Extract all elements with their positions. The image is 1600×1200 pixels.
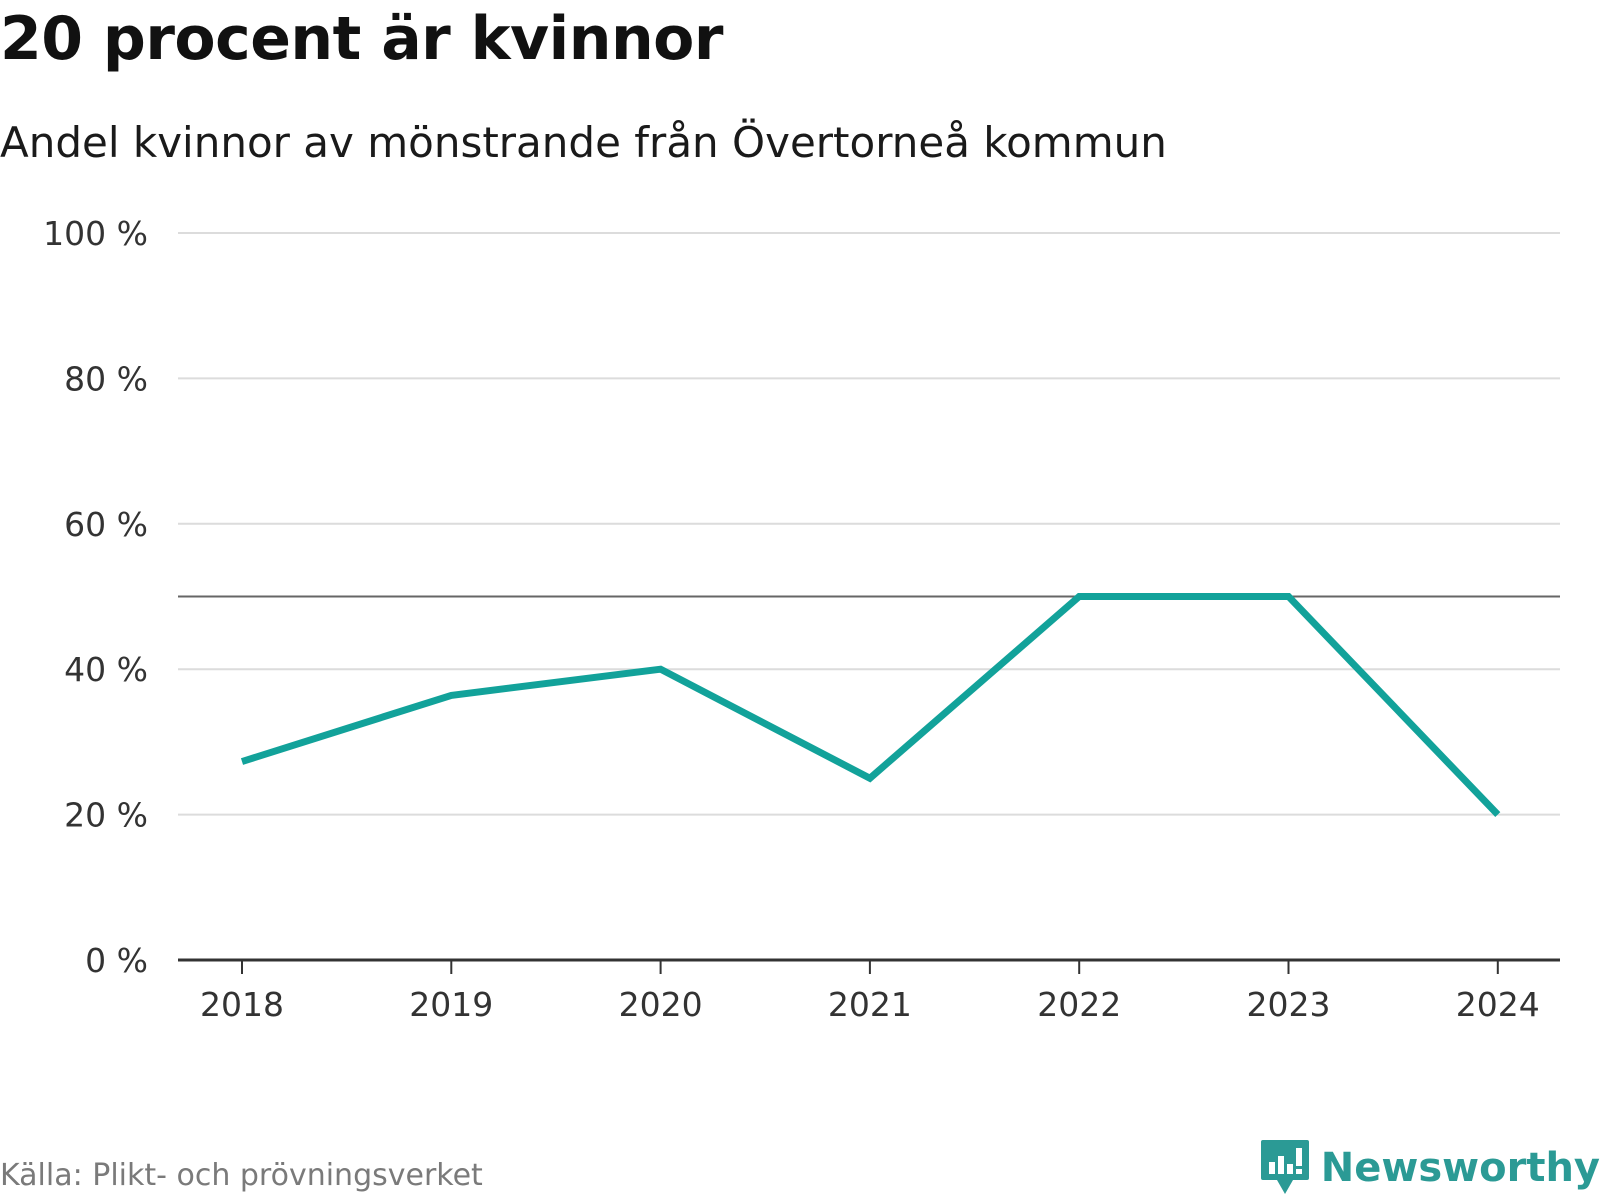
x-tick-label: 2019	[409, 985, 493, 1024]
chart-title: 20 procent är kvinnor	[0, 4, 723, 74]
brand-logo: Newsworthy	[1259, 1138, 1600, 1198]
x-tick-label: 2018	[200, 985, 284, 1024]
y-tick-label: 80 %	[64, 359, 148, 398]
series-group	[240, 593, 1501, 818]
axes	[178, 958, 1560, 974]
brand-name: Newsworthy	[1320, 1145, 1600, 1191]
line-chart: 0 % 20 % 40 % 60 % 80 % 100 % 2018 2019 2020 2021…	[43, 214, 1560, 1024]
y-tick-label: 40 %	[64, 650, 148, 689]
y-tick-label: 20 %	[64, 796, 148, 835]
x-tick-label: 2021	[828, 985, 912, 1024]
y-tick-label: 0 %	[85, 941, 148, 980]
x-tick-label: 2024	[1456, 985, 1540, 1024]
x-tick-label: 2023	[1247, 985, 1331, 1024]
source-note: Källa: Plikt- och prövningsverket	[0, 1158, 483, 1193]
newsworthy-chart-bubble-icon	[1260, 1140, 1309, 1194]
y-tick-label: 100 %	[43, 214, 148, 253]
series-line	[240, 593, 1501, 818]
y-tick-label: 60 %	[64, 505, 148, 544]
gridlines	[178, 232, 1560, 816]
x-tick-label: 2022	[1037, 985, 1121, 1024]
tick-labels: 0 % 20 % 40 % 60 % 80 % 100 % 2018 2019 2020 2021…	[43, 214, 1540, 1024]
chart-subtitle: Andel kvinnor av mönstrande från Övertor…	[0, 118, 1167, 167]
x-tick-label: 2020	[619, 985, 703, 1024]
